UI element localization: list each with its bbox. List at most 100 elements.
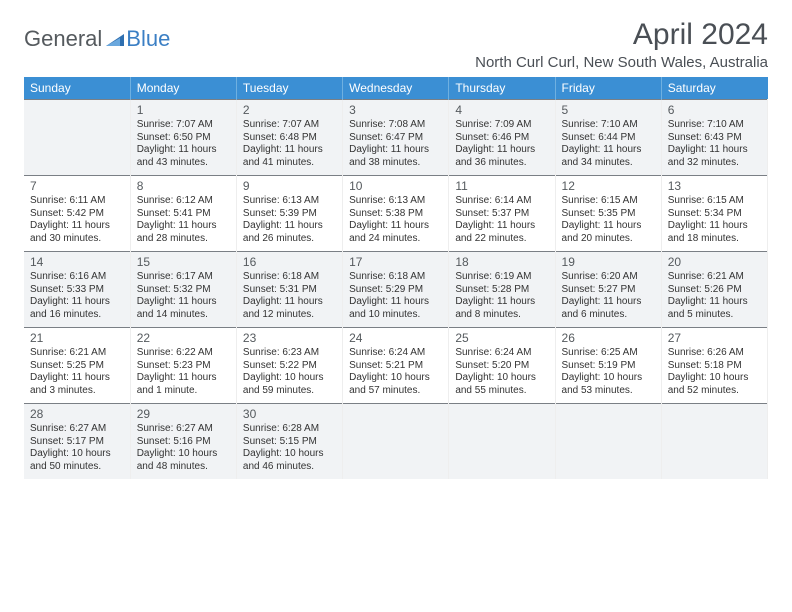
- day-number: 27: [668, 331, 761, 346]
- sunrise-text: Sunrise: 7:10 AM: [668, 119, 761, 132]
- sunrise-text: Sunrise: 6:24 AM: [455, 347, 548, 360]
- calendar-day-cell: 19Sunrise: 6:20 AMSunset: 5:27 PMDayligh…: [555, 252, 661, 328]
- daylight-text: Daylight: 11 hours: [562, 296, 655, 309]
- calendar-day-cell: 30Sunrise: 6:28 AMSunset: 5:15 PMDayligh…: [236, 404, 342, 480]
- sunrise-text: Sunrise: 6:16 AM: [30, 271, 124, 284]
- daylight-text: Daylight: 10 hours: [30, 448, 124, 461]
- calendar-day-cell: 8Sunrise: 6:12 AMSunset: 5:41 PMDaylight…: [130, 176, 236, 252]
- sunset-text: Sunset: 5:32 PM: [137, 284, 230, 297]
- calendar-week-row: 21Sunrise: 6:21 AMSunset: 5:25 PMDayligh…: [24, 328, 768, 404]
- daylight-text: Daylight: 11 hours: [455, 296, 548, 309]
- daylight-text: and 36 minutes.: [455, 157, 548, 170]
- sunrise-text: Sunrise: 6:23 AM: [243, 347, 336, 360]
- sunrise-text: Sunrise: 7:09 AM: [455, 119, 548, 132]
- daylight-text: and 57 minutes.: [349, 385, 442, 398]
- sunrise-text: Sunrise: 6:13 AM: [349, 195, 442, 208]
- day-number: 24: [349, 331, 442, 346]
- sunrise-text: Sunrise: 6:17 AM: [137, 271, 230, 284]
- daylight-text: and 46 minutes.: [243, 461, 336, 474]
- calendar-week-row: 28Sunrise: 6:27 AMSunset: 5:17 PMDayligh…: [24, 404, 768, 480]
- day-number: 3: [349, 103, 442, 118]
- day-number: 16: [243, 255, 336, 270]
- daylight-text: Daylight: 11 hours: [243, 296, 336, 309]
- sunset-text: Sunset: 5:18 PM: [668, 360, 761, 373]
- sunset-text: Sunset: 6:44 PM: [562, 132, 655, 145]
- daylight-text: Daylight: 11 hours: [30, 296, 124, 309]
- calendar-day-cell: 2Sunrise: 7:07 AMSunset: 6:48 PMDaylight…: [236, 100, 342, 176]
- calendar-day-cell: [24, 100, 130, 176]
- calendar-day-cell: 23Sunrise: 6:23 AMSunset: 5:22 PMDayligh…: [236, 328, 342, 404]
- day-number: 11: [455, 179, 548, 194]
- calendar-day-cell: 15Sunrise: 6:17 AMSunset: 5:32 PMDayligh…: [130, 252, 236, 328]
- sunrise-text: Sunrise: 6:27 AM: [137, 423, 230, 436]
- daylight-text: and 12 minutes.: [243, 309, 336, 322]
- sunrise-text: Sunrise: 6:25 AM: [562, 347, 655, 360]
- daylight-text: Daylight: 10 hours: [455, 372, 548, 385]
- sunrise-text: Sunrise: 6:11 AM: [30, 195, 124, 208]
- sunrise-text: Sunrise: 6:26 AM: [668, 347, 761, 360]
- calendar-day-cell: 16Sunrise: 6:18 AMSunset: 5:31 PMDayligh…: [236, 252, 342, 328]
- calendar-day-cell: 24Sunrise: 6:24 AMSunset: 5:21 PMDayligh…: [343, 328, 449, 404]
- calendar-table: Sunday Monday Tuesday Wednesday Thursday…: [24, 77, 768, 479]
- calendar-day-cell: 21Sunrise: 6:21 AMSunset: 5:25 PMDayligh…: [24, 328, 130, 404]
- calendar-day-cell: 11Sunrise: 6:14 AMSunset: 5:37 PMDayligh…: [449, 176, 555, 252]
- daylight-text: and 18 minutes.: [668, 233, 761, 246]
- daylight-text: Daylight: 11 hours: [30, 372, 124, 385]
- sunrise-text: Sunrise: 6:15 AM: [562, 195, 655, 208]
- sunrise-text: Sunrise: 6:21 AM: [30, 347, 124, 360]
- calendar-day-cell: 17Sunrise: 6:18 AMSunset: 5:29 PMDayligh…: [343, 252, 449, 328]
- daylight-text: and 30 minutes.: [30, 233, 124, 246]
- sunset-text: Sunset: 5:29 PM: [349, 284, 442, 297]
- sunrise-text: Sunrise: 6:22 AM: [137, 347, 230, 360]
- daylight-text: Daylight: 10 hours: [243, 372, 336, 385]
- daylight-text: and 43 minutes.: [137, 157, 230, 170]
- daylight-text: Daylight: 11 hours: [562, 144, 655, 157]
- calendar-day-cell: 10Sunrise: 6:13 AMSunset: 5:38 PMDayligh…: [343, 176, 449, 252]
- day-number: 4: [455, 103, 548, 118]
- calendar-day-cell: 18Sunrise: 6:19 AMSunset: 5:28 PMDayligh…: [449, 252, 555, 328]
- calendar-day-cell: 7Sunrise: 6:11 AMSunset: 5:42 PMDaylight…: [24, 176, 130, 252]
- sunset-text: Sunset: 5:35 PM: [562, 208, 655, 221]
- sunset-text: Sunset: 5:34 PM: [668, 208, 761, 221]
- daylight-text: and 34 minutes.: [562, 157, 655, 170]
- day-number: 1: [137, 103, 230, 118]
- sunrise-text: Sunrise: 6:13 AM: [243, 195, 336, 208]
- daylight-text: and 20 minutes.: [562, 233, 655, 246]
- sunset-text: Sunset: 5:17 PM: [30, 436, 124, 449]
- calendar-day-cell: 9Sunrise: 6:13 AMSunset: 5:39 PMDaylight…: [236, 176, 342, 252]
- page-title: April 2024: [475, 18, 768, 52]
- day-number: 19: [562, 255, 655, 270]
- sunrise-text: Sunrise: 7:07 AM: [137, 119, 230, 132]
- daylight-text: Daylight: 11 hours: [668, 296, 761, 309]
- daylight-text: Daylight: 11 hours: [349, 296, 442, 309]
- daylight-text: Daylight: 11 hours: [668, 144, 761, 157]
- daylight-text: Daylight: 11 hours: [349, 220, 442, 233]
- sunrise-text: Sunrise: 6:27 AM: [30, 423, 124, 436]
- calendar-day-cell: [343, 404, 449, 480]
- sunrise-text: Sunrise: 7:10 AM: [562, 119, 655, 132]
- sunrise-text: Sunrise: 6:18 AM: [349, 271, 442, 284]
- sunset-text: Sunset: 5:20 PM: [455, 360, 548, 373]
- sunset-text: Sunset: 5:25 PM: [30, 360, 124, 373]
- day-number: 8: [137, 179, 230, 194]
- daylight-text: Daylight: 11 hours: [243, 220, 336, 233]
- calendar-week-row: 14Sunrise: 6:16 AMSunset: 5:33 PMDayligh…: [24, 252, 768, 328]
- sunset-text: Sunset: 5:31 PM: [243, 284, 336, 297]
- day-number: 5: [562, 103, 655, 118]
- daylight-text: and 1 minute.: [137, 385, 230, 398]
- sunset-text: Sunset: 5:27 PM: [562, 284, 655, 297]
- daylight-text: and 48 minutes.: [137, 461, 230, 474]
- calendar-day-cell: 25Sunrise: 6:24 AMSunset: 5:20 PMDayligh…: [449, 328, 555, 404]
- day-number: 22: [137, 331, 230, 346]
- sunset-text: Sunset: 5:38 PM: [349, 208, 442, 221]
- weekday-header: Sunday: [24, 77, 130, 100]
- sunrise-text: Sunrise: 6:12 AM: [137, 195, 230, 208]
- daylight-text: Daylight: 11 hours: [243, 144, 336, 157]
- logo-text-general: General: [24, 26, 102, 52]
- daylight-text: and 5 minutes.: [668, 309, 761, 322]
- daylight-text: and 41 minutes.: [243, 157, 336, 170]
- daylight-text: and 3 minutes.: [30, 385, 124, 398]
- sunrise-text: Sunrise: 6:20 AM: [562, 271, 655, 284]
- day-number: 7: [30, 179, 124, 194]
- sunset-text: Sunset: 5:41 PM: [137, 208, 230, 221]
